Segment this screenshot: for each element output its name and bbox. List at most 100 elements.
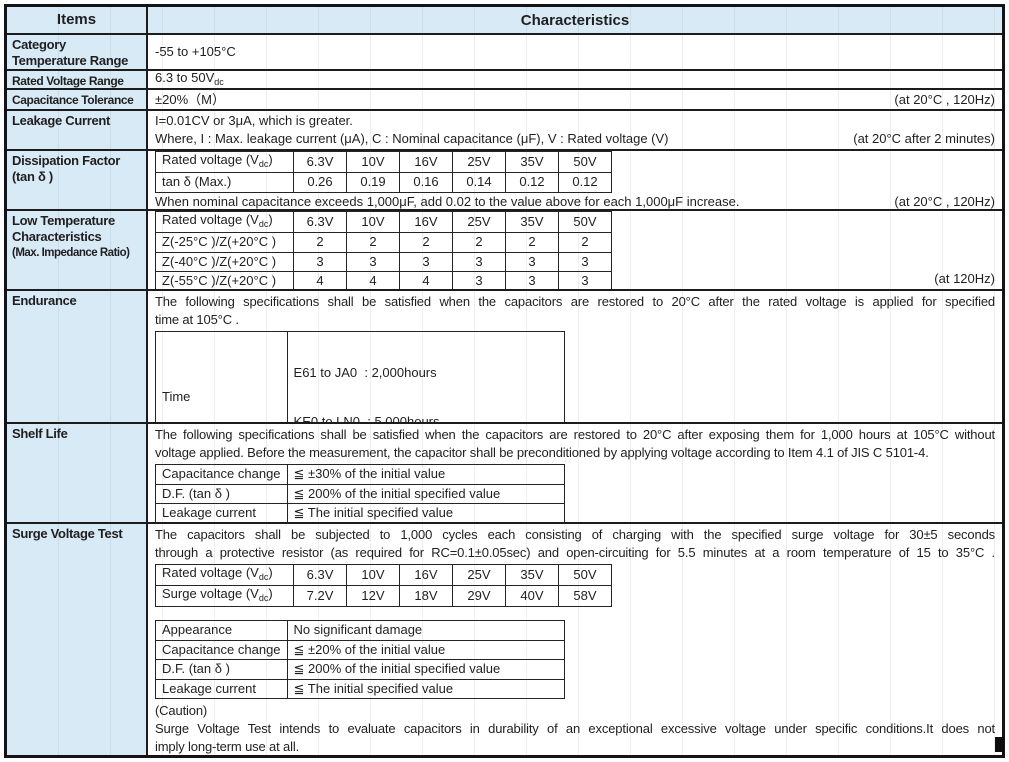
capacitance-tolerance-label-text: Capacitance Tolerance bbox=[12, 93, 134, 107]
voltage-header-cell: 50V bbox=[558, 151, 612, 173]
voltage-header-cell: 35V bbox=[505, 211, 559, 233]
voltage-header-cell: 50V bbox=[558, 211, 612, 233]
impedance-ratio-value: 2 bbox=[346, 232, 400, 253]
surge-leakage-row: Leakage current ≦ The initial specified … bbox=[155, 678, 565, 699]
criteria-label: Appearance bbox=[155, 620, 288, 641]
surge-voltage-test-label-text: Surge Voltage Test bbox=[12, 526, 123, 541]
endurance-value-cell: The following specifications shall be sa… bbox=[148, 291, 1002, 422]
voltage-header-cell: 10V bbox=[346, 151, 400, 173]
criteria-value: ≦ ±30% of the initial value bbox=[286, 464, 565, 485]
criteria-value: ≦ The initial specified value bbox=[286, 678, 565, 699]
endurance-criteria-table: Time E61 to JA0 : 2,000hours KE0 to LN0 … bbox=[155, 331, 565, 422]
endurance-label: Endurance bbox=[7, 291, 148, 422]
surge-voltage-label: Surge voltage (Vdc) bbox=[155, 585, 294, 607]
surge-table-gap bbox=[155, 607, 995, 620]
tan-delta-max-label: tan δ (Max.) bbox=[155, 172, 294, 193]
row-rated-voltage-range: Rated Voltage Range 6.3 to 50Vdc bbox=[7, 71, 1002, 90]
surge-paragraph-line2: through a protective resistor (as requir… bbox=[155, 545, 995, 560]
shelf-life-label: Shelf Life bbox=[7, 424, 148, 522]
low-temp-voltage-header-row: Rated voltage (Vdc) 6.3V 10V 16V 25V 35V… bbox=[155, 211, 612, 233]
leakage-current-condition: (at 20°C after 2 minutes) bbox=[853, 131, 995, 146]
row-shelf-life: Shelf Life The following specifications … bbox=[7, 424, 1002, 524]
surge-df-row: D.F. (tan δ ) ≦ 200% of the initial spec… bbox=[155, 659, 565, 680]
endurance-time-value: E61 to JA0 : 2,000hours KE0 to LN0 : 5,0… bbox=[286, 331, 565, 422]
capacitance-tolerance-label: Capacitance Tolerance bbox=[7, 90, 148, 109]
leakage-current-formula: I=0.01CV or 3μA, which is greater. bbox=[155, 113, 353, 128]
voltage-header-cell: 50V bbox=[558, 564, 612, 586]
items-header-label: Items bbox=[56, 11, 97, 28]
endurance-time-line2: KE0 to LN0 : 5,000hours bbox=[293, 414, 440, 422]
dissipation-factor-table: Rated voltage (Vdc) 6.3V 10V 16V 25V 35V… bbox=[155, 151, 612, 193]
tan-delta-value: 0.16 bbox=[399, 172, 453, 193]
impedance-ratio-value: 4 bbox=[399, 271, 453, 289]
leakage-current-definition-line: Where, I : Max. leakage current (μA), C … bbox=[155, 130, 995, 148]
page-corner-mark bbox=[995, 737, 1004, 752]
voltage-header-cell: 6.3V bbox=[293, 564, 347, 586]
impedance-ratio-value: 3 bbox=[399, 251, 453, 272]
row-endurance: Endurance The following specifications s… bbox=[7, 291, 1002, 424]
category-temp-label: Category Temperature Range bbox=[7, 35, 148, 69]
low-temp-value-cell: Rated voltage (Vdc) 6.3V 10V 16V 25V 35V… bbox=[148, 211, 1002, 289]
impedance-ratio-value: 3 bbox=[558, 251, 612, 272]
criteria-value: ≦ ±20% of the initial value bbox=[286, 639, 565, 660]
rated-voltage-range-label-text: Rated Voltage Range bbox=[12, 74, 124, 88]
impedance-ratio-value: 2 bbox=[505, 232, 559, 253]
impedance-ratio-label: Z(-55°C )/Z(+20°C ) bbox=[155, 271, 294, 289]
items-header: Items bbox=[7, 7, 148, 33]
criteria-label: Leakage current bbox=[155, 678, 288, 699]
low-temp-label-line3: (Max. Impedance Ratio) bbox=[12, 247, 130, 259]
row-capacitance-tolerance: Capacitance Tolerance ±20%（M） (at 20°C ,… bbox=[7, 90, 1002, 111]
dissipation-voltage-header-row: Rated voltage (Vdc) 6.3V 10V 16V 25V 35V… bbox=[155, 151, 612, 173]
tan-delta-value: 0.14 bbox=[452, 172, 506, 193]
surge-criteria-table: Appearance No significant damage Capacit… bbox=[155, 620, 565, 699]
voltage-header-cell: 10V bbox=[346, 211, 400, 233]
endurance-time-line1: E61 to JA0 : 2,000hours bbox=[293, 365, 437, 380]
category-temp-label-line2: Temperature Range bbox=[12, 53, 129, 68]
header-row: Items Characteristics bbox=[7, 7, 1002, 35]
surge-voltage-test-label: Surge Voltage Test bbox=[7, 524, 148, 755]
impedance-ratio-row-minus55: Z(-55°C )/Z(+20°C ) 4 4 4 3 3 3 bbox=[155, 271, 612, 289]
criteria-value: No significant damage bbox=[286, 620, 565, 641]
endurance-paragraph-line2: time at 105°C . bbox=[155, 312, 239, 327]
leakage-current-value-cell: I=0.01CV or 3μA, which is greater. Where… bbox=[148, 111, 1002, 149]
voltage-header-cell: 25V bbox=[452, 151, 506, 173]
impedance-ratio-value: 3 bbox=[558, 271, 612, 289]
characteristics-header: Characteristics bbox=[148, 7, 1002, 33]
impedance-ratio-value: 3 bbox=[452, 251, 506, 272]
capacitance-tolerance-value: ±20%（M） bbox=[155, 91, 225, 107]
shelf-life-paragraph-line1: The following specifications shall be sa… bbox=[155, 427, 995, 442]
impedance-ratio-value: 2 bbox=[558, 232, 612, 253]
leakage-current-definition: Where, I : Max. leakage current (μA), C … bbox=[155, 131, 669, 146]
dissipation-condition: (at 20°C , 120Hz) bbox=[894, 193, 995, 209]
low-temp-label: Low Temperature Characteristics (Max. Im… bbox=[7, 211, 148, 289]
surge-rated-voltage-label: Rated voltage (Vdc) bbox=[155, 564, 294, 586]
shelf-life-paragraph-line2: voltage applied. Before the measurement,… bbox=[155, 445, 929, 460]
criteria-label: Capacitance change bbox=[155, 464, 288, 485]
criteria-label: Leakage current bbox=[155, 503, 288, 522]
shelf-df-row: D.F. (tan δ ) ≦ 200% of the initial spec… bbox=[155, 483, 565, 504]
impedance-ratio-value: 4 bbox=[346, 271, 400, 289]
tan-delta-value: 0.19 bbox=[346, 172, 400, 193]
criteria-value: ≦ 200% of the initial specified value bbox=[286, 483, 565, 504]
dissipation-note-line: When nominal capacitance exceeds 1,000μF… bbox=[155, 193, 995, 210]
impedance-ratio-value: 3 bbox=[505, 271, 559, 289]
category-temp-value: -55 to +105°C bbox=[155, 44, 236, 59]
impedance-ratio-value: 2 bbox=[293, 232, 347, 253]
impedance-ratio-row-minus25: Z(-25°C )/Z(+20°C ) 2 2 2 2 2 2 bbox=[155, 232, 612, 253]
dissipation-rated-voltage-label: Rated voltage (Vdc) bbox=[155, 151, 294, 173]
capacitance-tolerance-condition: (at 20°C , 120Hz) bbox=[894, 91, 995, 107]
impedance-ratio-value: 3 bbox=[452, 271, 506, 289]
surge-voltage-value: 40V bbox=[505, 585, 559, 607]
row-category-temperature-range: Category Temperature Range -55 to +105°C bbox=[7, 35, 1002, 71]
spec-table: Items Characteristics Category Temperatu… bbox=[4, 4, 1005, 758]
dissipation-factor-value-cell: Rated voltage (Vdc) 6.3V 10V 16V 25V 35V… bbox=[148, 151, 1002, 209]
impedance-ratio-value: 4 bbox=[293, 271, 347, 289]
voltage-header-cell: 6.3V bbox=[293, 151, 347, 173]
surge-voltage-value: 58V bbox=[558, 585, 612, 607]
impedance-ratio-value: 3 bbox=[505, 251, 559, 272]
rated-voltage-range-value: 6.3 to 50Vdc bbox=[155, 71, 224, 87]
endurance-time-row: Time E61 to JA0 : 2,000hours KE0 to LN0 … bbox=[155, 331, 565, 422]
voltage-header-cell: 16V bbox=[399, 564, 453, 586]
surge-voltage-test-value-cell: The capacitors shall be subjected to 1,0… bbox=[148, 524, 1002, 755]
criteria-value: ≦ 200% of the initial specified value bbox=[286, 659, 565, 680]
